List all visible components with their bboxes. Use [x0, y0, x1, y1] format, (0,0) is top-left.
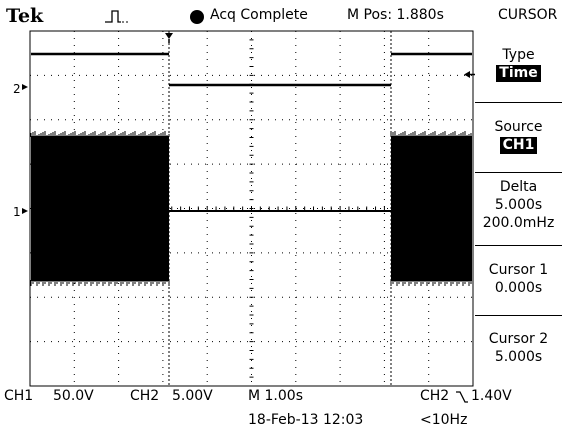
timebase: M 1.00s — [248, 388, 303, 404]
delta-frequency: 200.0mHz — [482, 215, 555, 231]
ch1-burst — [391, 136, 472, 281]
menu-divider — [475, 245, 562, 246]
ch1-scale: 50.0V — [53, 388, 94, 404]
type-value: Time — [496, 65, 541, 82]
acquisition-status: Acq Complete — [210, 7, 308, 23]
trigger-source: CH2 — [420, 388, 450, 404]
trigger-frequency: <10Hz — [420, 412, 468, 428]
status-bar: Tek Acq Complete M Pos: 1.880s CURSOR — [0, 0, 562, 30]
ch1-waveform — [30, 131, 472, 286]
brand-logo: Tek — [6, 5, 44, 27]
ch2-level-marker: 2 — [13, 82, 21, 96]
ch1-marker-arrow — [22, 208, 28, 214]
acquisition-status-icon — [190, 10, 204, 24]
ch1-burst — [31, 136, 169, 281]
cursor1-label: Cursor 1 — [488, 262, 549, 278]
menu-divider — [475, 102, 562, 103]
ch1-level-marker: 1 — [13, 205, 21, 219]
menu-type[interactable]: Type Time — [475, 46, 562, 82]
delta-time: 5.000s — [494, 197, 543, 213]
menu-delta: Delta 5.000s 200.0mHz — [475, 178, 562, 232]
cursor-lines — [168, 31, 392, 386]
horizontal-position: M Pos: 1.880s — [347, 7, 444, 23]
readout-bar: CH1 50.0V CH2 5.00V M 1.00s CH2 1.40V 18… — [0, 386, 562, 434]
cursor-menu: Type Time Source CH1 Delta 5.000s 200.0m… — [475, 32, 562, 388]
cursor1-value: 0.000s — [494, 280, 543, 296]
falling-edge-icon — [456, 391, 468, 403]
menu-cursor1[interactable]: Cursor 1 0.000s — [475, 261, 562, 297]
ch1-label: CH1 — [4, 388, 34, 404]
type-label: Type — [502, 47, 535, 63]
menu-divider — [475, 315, 562, 316]
ch2-marker-arrow — [22, 84, 28, 90]
cursor2-label: Cursor 2 — [488, 331, 549, 347]
source-label: Source — [494, 119, 543, 135]
trigger-level: 1.40V — [471, 388, 512, 404]
cursor2-value: 5.000s — [494, 349, 543, 365]
menu-divider — [475, 172, 562, 173]
source-value: CH1 — [499, 137, 538, 154]
trigger-position-icon — [165, 33, 173, 39]
delta-label: Delta — [499, 179, 538, 195]
menu-cursor2[interactable]: Cursor 2 5.000s — [475, 330, 562, 366]
ch2-waveform — [31, 52, 472, 87]
trigger-level-icon — [464, 71, 470, 78]
ch2-label: CH2 — [130, 388, 160, 404]
trigger-pulse-icon — [105, 10, 128, 23]
menu-title: CURSOR — [498, 7, 558, 23]
date-time: 18-Feb-13 12:03 — [248, 412, 364, 428]
menu-source[interactable]: Source CH1 — [475, 118, 562, 154]
ch2-scale: 5.00V — [172, 388, 213, 404]
